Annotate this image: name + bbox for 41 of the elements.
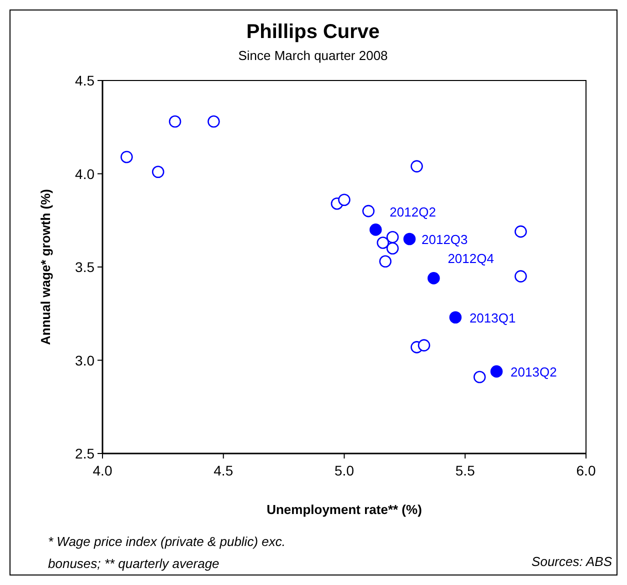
text: * Wage price index (private & public) exc. bonuses; ** quarterly average <box>48 534 286 571</box>
x-tick-label: 5.0 <box>334 462 354 478</box>
point <box>490 365 503 378</box>
x-tick-label: 4.5 <box>214 462 234 478</box>
x-tick-label: 5.5 <box>455 462 476 478</box>
annotation: 2013Q1 <box>469 310 516 326</box>
point <box>386 242 399 254</box>
point <box>428 272 440 284</box>
point <box>386 231 399 244</box>
point <box>449 311 462 324</box>
x-tick-label: 4.0 <box>92 462 112 478</box>
annotation: 2012Q4 <box>448 251 494 266</box>
y-axis-title: Annual wage* growth (%) <box>38 189 53 345</box>
annotation: 2012Q3 <box>422 232 468 248</box>
point <box>168 115 182 128</box>
point <box>338 194 350 206</box>
x-axis-title: Unemployment rate** (%) <box>266 502 422 517</box>
point <box>379 255 392 268</box>
point <box>120 150 133 164</box>
y-tick-label: 4.0 <box>75 166 95 182</box>
chart-title: Phillips Curve <box>246 21 380 43</box>
x-tick-label: 6.0 <box>576 462 596 478</box>
y-tick-label: 3.5 <box>75 259 95 275</box>
point <box>403 232 416 246</box>
point <box>362 204 375 218</box>
annotation: 2012Q2 <box>390 204 436 220</box>
point <box>208 115 220 128</box>
source-note: Sources: ABS <box>532 554 612 569</box>
point <box>152 166 164 178</box>
y-tick-label: 4.5 <box>75 72 95 88</box>
point <box>514 225 527 238</box>
y-tick-label: 3.0 <box>75 352 95 368</box>
point <box>514 270 527 282</box>
y-tick-label: 2.5 <box>75 446 95 462</box>
point <box>410 160 423 172</box>
point <box>473 370 486 384</box>
chart-subtitle: Since March quarter 2008 <box>238 48 388 63</box>
point <box>418 339 430 352</box>
point <box>370 224 382 236</box>
point <box>376 236 390 249</box>
annotation: 2013Q2 <box>510 364 557 380</box>
